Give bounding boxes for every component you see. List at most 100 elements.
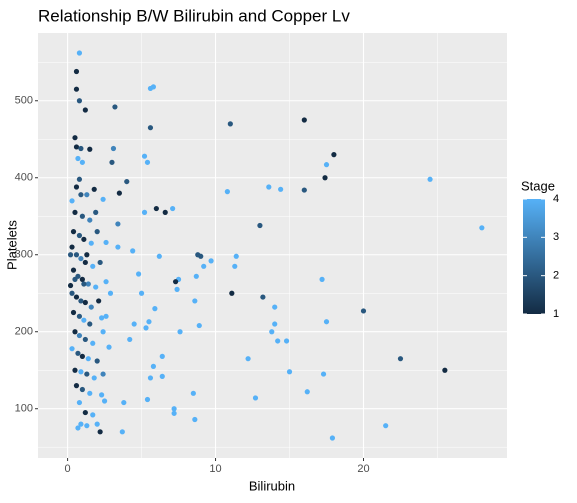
point (147, 125, 154, 131)
point (99, 315, 105, 321)
point (286, 369, 293, 375)
point (93, 284, 99, 290)
point (143, 325, 149, 331)
y-tick-label: 200 (15, 326, 33, 338)
point (100, 329, 106, 335)
point (70, 229, 77, 235)
point (94, 358, 100, 364)
point (112, 104, 118, 110)
point (73, 252, 80, 258)
point (106, 344, 112, 350)
point (90, 340, 96, 346)
legend-title: Stage (521, 178, 555, 193)
point (171, 406, 177, 412)
point (107, 290, 114, 296)
point (82, 107, 88, 113)
point (144, 159, 151, 165)
colorbar-label: 2 (553, 270, 559, 282)
point (91, 186, 97, 192)
point (78, 298, 84, 304)
point (72, 276, 78, 282)
point (195, 252, 201, 258)
point (171, 410, 177, 416)
point (87, 146, 93, 152)
colorbar-label: 3 (553, 231, 559, 243)
point (72, 135, 78, 141)
y-tick-label: 400 (15, 172, 33, 184)
point (131, 321, 137, 327)
point (146, 319, 152, 325)
point (397, 356, 404, 362)
point (319, 276, 325, 282)
panel (38, 33, 507, 458)
point (162, 209, 168, 215)
point (67, 252, 74, 258)
point (442, 367, 448, 373)
chart-title: Relationship B/W Bilirubin and Copper Lv (38, 6, 350, 25)
point (99, 392, 105, 398)
point (78, 192, 84, 198)
point (97, 259, 103, 266)
y-tick-label: 100 (15, 403, 33, 415)
point (193, 273, 199, 279)
point (331, 152, 337, 158)
point (73, 86, 80, 92)
point (283, 338, 290, 344)
point (224, 189, 230, 195)
point (192, 416, 198, 423)
point (124, 178, 130, 185)
point (257, 222, 263, 229)
point (85, 281, 91, 287)
point (275, 338, 281, 344)
x-tick-label: 20 (357, 463, 369, 475)
point (72, 367, 78, 373)
point (115, 244, 121, 250)
point (479, 225, 485, 231)
x-tick-label: 10 (209, 463, 221, 475)
point (82, 259, 88, 266)
point (90, 263, 96, 269)
point (109, 159, 115, 165)
point (172, 279, 179, 285)
point (278, 186, 284, 192)
point (116, 190, 122, 196)
point (383, 423, 389, 429)
point (87, 390, 93, 396)
point (121, 399, 127, 406)
point (70, 309, 77, 316)
colorbar-label: 4 (553, 193, 559, 205)
point (73, 383, 80, 389)
colorbar-label: 1 (553, 308, 559, 320)
point (73, 144, 80, 150)
point (272, 321, 278, 327)
point (87, 321, 93, 327)
point (100, 196, 106, 202)
point (79, 159, 85, 165)
point (82, 336, 88, 343)
point (301, 187, 307, 193)
point (260, 294, 266, 300)
point (87, 217, 93, 223)
point (76, 176, 83, 182)
point (79, 353, 85, 359)
point (73, 294, 80, 300)
point (69, 198, 75, 204)
point (85, 356, 91, 362)
point (153, 205, 159, 212)
point (103, 239, 109, 246)
point (174, 286, 180, 292)
colorbar (523, 199, 545, 314)
point (69, 346, 75, 352)
point (84, 252, 90, 258)
point (75, 155, 81, 162)
point (329, 435, 336, 441)
point (75, 350, 81, 356)
point (141, 209, 148, 215)
y-axis-label: Platelets (4, 220, 19, 270)
point (201, 263, 207, 269)
point (76, 232, 83, 239)
point (70, 267, 77, 273)
point (75, 425, 81, 431)
point (127, 336, 133, 343)
point (76, 50, 83, 56)
